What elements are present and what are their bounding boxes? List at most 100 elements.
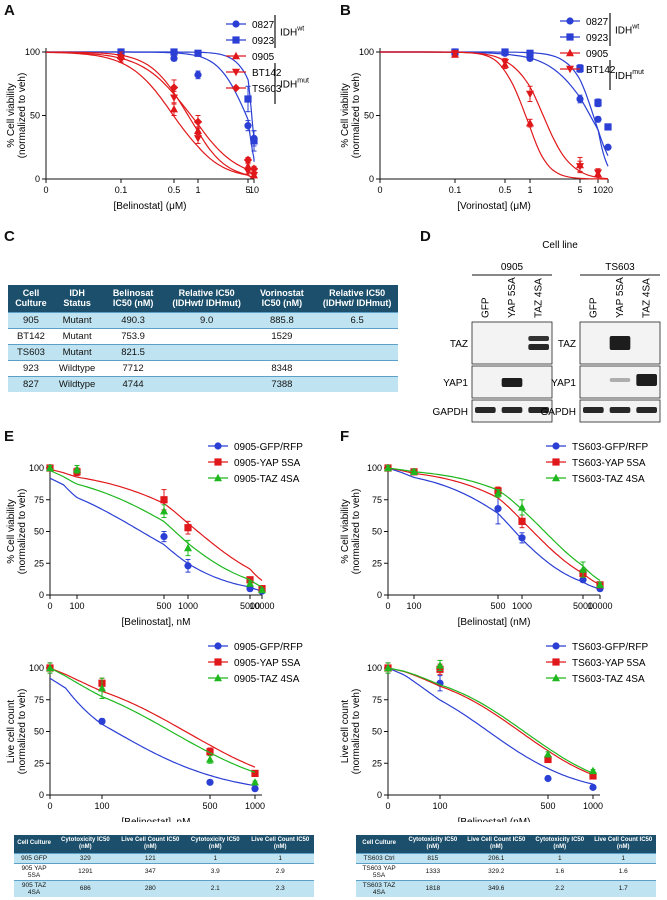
- y-tick-label: 75: [34, 495, 44, 505]
- fit-curve: [46, 51, 255, 176]
- table-row: 905 Mutant 490.3 9.0 885.8 6.5: [8, 311, 398, 329]
- fit-curve: [49, 677, 256, 787]
- y-tick-label: 100: [359, 47, 374, 57]
- fit-curve: [387, 667, 594, 776]
- x-tick-label: 0: [43, 185, 48, 195]
- legend-label: 0827: [252, 20, 275, 31]
- series-0827: [46, 48, 258, 162]
- legend-label: BT142: [586, 65, 616, 76]
- data-point: [518, 534, 526, 542]
- blot-title: Cell line: [542, 240, 578, 251]
- legend-label: 0905-YAP 5SA: [234, 658, 301, 669]
- legend-marker: [232, 36, 240, 44]
- series-0905-taz-4sa: [46, 662, 259, 786]
- x-tick-label: 500: [490, 601, 505, 611]
- blot-band: [636, 407, 657, 413]
- table-cell: 4744: [100, 375, 166, 392]
- ic50-table-e: Cell Culture Cytotoxicity IC50 (nM) Live…: [14, 835, 314, 897]
- lane-label: YAP 5SA: [615, 277, 626, 318]
- blot-band: [475, 407, 496, 413]
- series-bt142: [380, 50, 609, 180]
- group-label: IDHmut: [280, 78, 309, 91]
- data-point: [494, 489, 502, 497]
- legend-label: 0905-TAZ 4SA: [234, 674, 300, 685]
- table-cell: 885.8: [247, 311, 317, 329]
- data-point: [594, 115, 602, 123]
- legend-marker: [552, 473, 560, 482]
- x-tick-label: 100: [406, 601, 421, 611]
- ic50-table-c: Cell Culture IDH Status Belinosat IC50 (…: [8, 285, 398, 392]
- data-point: [526, 90, 534, 99]
- lane-label: TAZ 4SA: [534, 278, 545, 318]
- y-tick-label: 100: [367, 663, 382, 673]
- table-row: 923 Wildtype 7712 8348: [8, 359, 398, 377]
- table-cell: [316, 375, 398, 392]
- blot-row-label: TAZ: [450, 339, 468, 350]
- legend-marker: [566, 48, 574, 57]
- table-header-row: Cell Culture Cytotoxicity IC50 (nM) Live…: [14, 835, 314, 854]
- table-cell: Wildtype: [53, 375, 101, 392]
- series-0905-taz-4sa: [46, 463, 266, 594]
- data-point: [604, 143, 612, 151]
- table-cell: 329.2: [463, 862, 530, 881]
- header-belinostat-ic50: Belinosat IC50 (nM): [100, 285, 166, 313]
- table-cell: 1.6: [590, 862, 656, 881]
- table-header-row: Cell Culture Cytotoxicity IC50 (nM) Live…: [356, 835, 656, 854]
- x-tick-label: 20: [603, 185, 613, 195]
- data-point: [384, 663, 392, 672]
- table-cell: 329: [54, 852, 117, 864]
- fit-curve: [387, 467, 601, 586]
- table-cell: TS603 YAP 5SA: [356, 862, 403, 881]
- data-point: [251, 778, 259, 786]
- y-tick-label: 50: [34, 727, 44, 737]
- series-0905-yap-5sa: [46, 662, 259, 778]
- x-tick-label: 100: [69, 601, 84, 611]
- series-ts603-yap-5sa: [384, 662, 597, 780]
- x-tick-label: 1: [195, 185, 200, 195]
- data-point: [244, 95, 252, 103]
- data-point: [194, 49, 202, 57]
- y-tick-label: 50: [364, 111, 374, 121]
- table-row: 905 TAZ 4SA 686 280 2.1 2.3: [14, 879, 314, 897]
- data-point: [596, 580, 604, 589]
- table-cell: 1: [246, 852, 314, 864]
- cell-line-label: 0905: [501, 262, 524, 273]
- fit-curve: [387, 467, 601, 581]
- data-point: [246, 579, 254, 587]
- legend-marker: [214, 673, 222, 682]
- fit-curve: [387, 667, 594, 785]
- data-point: [544, 774, 552, 783]
- series-0827: [380, 48, 612, 156]
- legend-label: TS603-TAZ 4SA: [572, 674, 645, 685]
- data-point: [194, 135, 202, 143]
- blot-row-label: TAZ: [558, 339, 576, 350]
- lane-label: GFP: [480, 297, 491, 318]
- group-label: IDHmut: [615, 69, 644, 82]
- fit-curve: [49, 667, 256, 773]
- panel-label-f: F: [340, 428, 350, 445]
- data-point: [250, 137, 258, 145]
- header-vorinostat-ic50: Vorinostat IC50 (nM): [247, 285, 317, 313]
- legend-marker: [566, 17, 574, 25]
- table-cell: [316, 359, 398, 377]
- header-relative-ic50-v: Relative IC50 (IDHwt/ IDHmut): [316, 285, 398, 313]
- x-tick-label: 0: [47, 601, 52, 611]
- data-point: [170, 54, 178, 62]
- y-tick-label: 50: [372, 527, 382, 537]
- data-point: [604, 123, 612, 131]
- legend-marker: [566, 65, 574, 74]
- data-point: [251, 785, 259, 793]
- data-point: [170, 104, 178, 113]
- y-tick-label: 25: [34, 558, 44, 568]
- table-cell: [165, 375, 248, 392]
- blot-band: [609, 336, 631, 350]
- series-ts603: [46, 51, 259, 176]
- table-cell: 6.5: [316, 311, 398, 329]
- blot-row-label: YAP1: [551, 378, 576, 389]
- data-point: [384, 463, 392, 472]
- legend-label: TS603-YAP 5SA: [572, 458, 646, 469]
- legend-label: TS603: [252, 84, 282, 95]
- x-tick-label: 1000: [178, 601, 198, 611]
- y-tick-label: 0: [369, 174, 374, 184]
- y-axis-label: % Cell viability(normalized to veh): [6, 489, 28, 575]
